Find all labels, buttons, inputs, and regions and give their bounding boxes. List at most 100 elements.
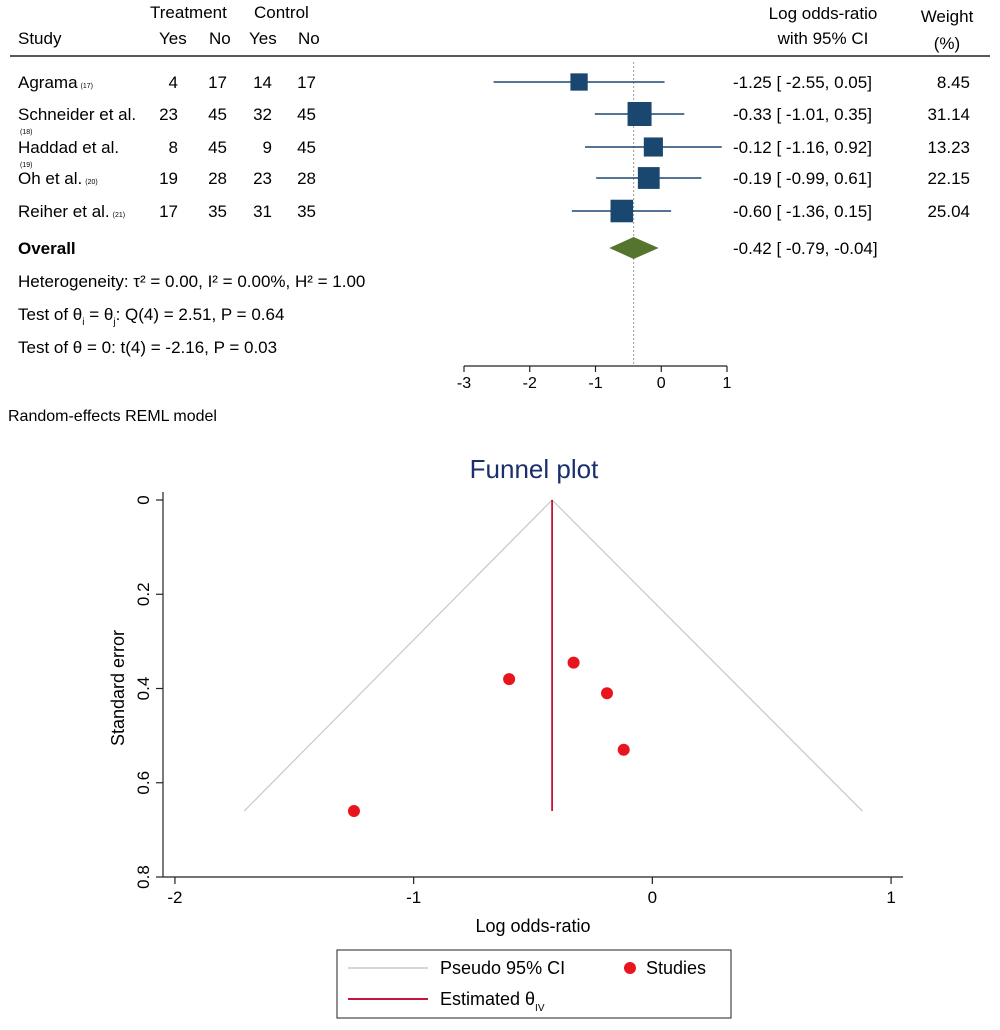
study-point xyxy=(617,743,630,756)
control-no-count: 45 xyxy=(297,138,316,157)
study-name: Agrama (17) xyxy=(18,73,93,92)
header-treatment-no: No xyxy=(209,29,231,48)
funnel-title: Funnel plot xyxy=(470,454,599,484)
q-test-text: Test of θi = θj: Q(4) = 2.51, P = 0.64 xyxy=(18,305,284,328)
control-no-count: 28 xyxy=(297,169,316,188)
legend-pseudo-ci-label: Pseudo 95% CI xyxy=(440,958,565,978)
pseudo-ci-lines xyxy=(243,499,863,812)
funnel-x-tick-label: -1 xyxy=(406,888,421,907)
forest-tick-label: 1 xyxy=(723,375,732,392)
funnel-x-tick-label: 0 xyxy=(648,888,657,907)
model-note: Random-effects REML model xyxy=(8,408,217,425)
treatment-yes-count: 19 xyxy=(159,169,178,188)
study-ci-text: -0.60 [ -1.36, 0.15] xyxy=(733,202,872,221)
overall-ci-text: -0.42 [ -0.79, -0.04] xyxy=(733,239,878,258)
legend-estimated-sub: IV xyxy=(535,1003,545,1014)
header-study: Study xyxy=(18,29,62,48)
study-point xyxy=(503,673,516,686)
study-ref: (17) xyxy=(81,83,93,90)
study-marker xyxy=(643,137,663,157)
forest-rows: Agrama (17) 4 17 14 17 -1.25 [ -2.55, 0.05] 8.4… xyxy=(18,73,970,223)
funnel-x-tick-label: 1 xyxy=(886,888,895,907)
overall-diamond xyxy=(609,237,659,259)
study-weight: 22.15 xyxy=(927,169,970,188)
forest-x-axis: -3 -2 -1 0 1 xyxy=(457,365,732,392)
funnel-legend: Pseudo 95% CI Studies Estimated θIV xyxy=(336,949,732,1019)
header-effect-line2: with 95% CI xyxy=(777,29,869,48)
study-marker xyxy=(627,102,652,126)
study-ref: (21) xyxy=(113,212,125,219)
study-weight: 25.04 xyxy=(927,202,970,221)
treatment-yes-count: 8 xyxy=(169,138,178,157)
forest-header: Treatment Control Study Yes No Yes No Lo… xyxy=(18,3,974,53)
funnel-y-tick-label: 0.2 xyxy=(134,582,153,606)
q-test-sub-i: i xyxy=(82,317,84,328)
study-row: Agrama (17) 4 17 14 17 -1.25 [ -2.55, 0.05] 8.4… xyxy=(18,73,970,92)
study-name: Schneider et al. xyxy=(18,105,136,124)
legend-studies-label: Studies xyxy=(646,958,706,978)
control-no-count: 35 xyxy=(297,202,316,221)
header-treatment-yes: Yes xyxy=(159,29,187,48)
funnel-ylabel: Standard error xyxy=(108,630,128,746)
funnel-x-tick-label: -2 xyxy=(167,888,182,907)
study-ref: (18) xyxy=(20,129,32,136)
forest-tick-label: -3 xyxy=(457,375,471,392)
header-control-no: No xyxy=(298,29,320,48)
study-weight: 13.23 xyxy=(927,138,970,157)
funnel-y-tick-label: 0.6 xyxy=(134,771,153,795)
q-test-prefix: Test of θ xyxy=(18,305,82,324)
funnel-y-tick-label: 0.8 xyxy=(134,865,153,889)
treatment-no-count: 17 xyxy=(208,73,227,92)
q-test-suffix: : Q(4) = 2.51, P = 0.64 xyxy=(116,305,285,324)
heterogeneity-text: Heterogeneity: τ² = 0.00, I² = 0.00%, H²… xyxy=(18,272,365,291)
study-row: Reiher et al. (21) 17 35 31 35 -0.60 [ -1.36, … xyxy=(18,199,970,223)
control-no-count: 45 xyxy=(297,105,316,124)
forest-tick-label: 0 xyxy=(657,375,666,392)
header-control: Control xyxy=(254,3,309,22)
forest-tick-label: -1 xyxy=(588,375,602,392)
funnel-y-tick-label: 0.4 xyxy=(134,677,153,701)
funnel-y-tick-label: 0 xyxy=(134,495,153,504)
study-weight: 8.45 xyxy=(937,73,970,92)
control-yes-count: 32 xyxy=(253,105,272,124)
q-test-sub-j: j xyxy=(112,317,115,328)
legend-estimated-text: Estimated θ xyxy=(440,989,535,1009)
funnel-xlabel: Log odds-ratio xyxy=(475,916,590,936)
study-point xyxy=(601,687,613,700)
header-treatment: Treatment xyxy=(150,3,227,22)
control-yes-count: 9 xyxy=(263,138,272,157)
control-yes-count: 31 xyxy=(253,202,272,221)
study-ref: (20) xyxy=(85,179,97,186)
funnel-content xyxy=(243,499,863,818)
study-name: Oh et al. (20) xyxy=(18,169,98,188)
forest-plot: Treatment Control Study Yes No Yes No Lo… xyxy=(8,3,990,425)
treatment-yes-count: 23 xyxy=(159,105,178,124)
study-marker xyxy=(637,167,660,189)
study-row: Schneider et al. (18) 23 45 32 45 -0.33 [ -1.0… xyxy=(18,102,970,136)
funnel-plot: Funnel plot -2 -1 0 1 0 0.2 0.4 0.6 0.8 Log odds… xyxy=(108,454,903,1019)
control-no-count: 17 xyxy=(297,73,316,92)
forest-tick-label: -2 xyxy=(523,375,537,392)
forest-stats: Heterogeneity: τ² = 0.00, I² = 0.00%, H²… xyxy=(18,272,365,357)
treatment-no-count: 45 xyxy=(208,105,227,124)
treatment-no-count: 45 xyxy=(208,138,227,157)
control-yes-count: 23 xyxy=(253,169,272,188)
treatment-no-count: 28 xyxy=(208,169,227,188)
study-name: Reiher et al. (21) xyxy=(18,202,125,221)
legend-studies-swatch xyxy=(624,962,636,974)
t-test-text: Test of θ = 0: t(4) = -2.16, P = 0.03 xyxy=(18,338,277,357)
study-weight: 31.14 xyxy=(927,105,970,124)
study-marker xyxy=(610,199,634,223)
q-test-eq: = θ xyxy=(85,305,114,324)
header-weight-line2: (%) xyxy=(934,34,960,53)
header-weight-line1: Weight xyxy=(921,7,974,26)
treatment-yes-count: 17 xyxy=(159,202,178,221)
legend-box xyxy=(336,949,732,1019)
study-ci-text: -0.33 [ -1.01, 0.35] xyxy=(733,105,872,124)
header-effect-line1: Log odds-ratio xyxy=(769,4,878,23)
study-point xyxy=(347,805,360,818)
study-ci-text: -1.25 [ -2.55, 0.05] xyxy=(733,73,872,92)
study-point xyxy=(567,656,580,669)
control-yes-count: 14 xyxy=(253,73,272,92)
header-control-yes: Yes xyxy=(249,29,277,48)
